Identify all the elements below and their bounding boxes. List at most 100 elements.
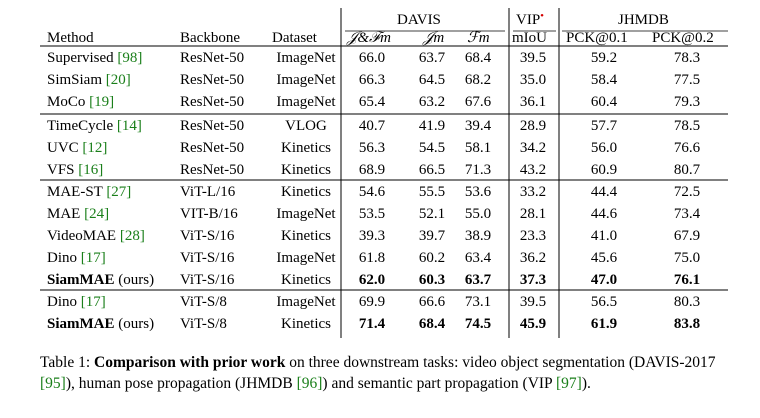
- jf-cell: 40.7: [358, 118, 386, 134]
- f-cell: 73.1: [464, 294, 492, 310]
- jf-cell: 65.4: [358, 94, 386, 110]
- method-name: Dino: [47, 294, 77, 310]
- miou-cell: 45.9: [519, 316, 547, 332]
- group-vip-label: VIP: [516, 12, 541, 28]
- jf-cell: 39.3: [358, 228, 386, 244]
- method-cell: Dino [17]: [47, 249, 106, 267]
- pck2-cell: 76.6: [673, 140, 701, 156]
- col-miou: mIoU: [512, 30, 547, 46]
- method-cell: MAE-ST [27]: [47, 183, 131, 201]
- pck1-cell: 45.6: [590, 250, 618, 266]
- f-cell: 74.5: [464, 316, 492, 332]
- vip-marker-dot: •: [540, 10, 545, 22]
- col-method: Method: [47, 30, 94, 46]
- citation-link[interactable]: [98]: [117, 50, 143, 66]
- col-dataset: Dataset: [272, 30, 317, 46]
- f-cell: 39.4: [464, 118, 492, 134]
- ours-tag: (ours): [118, 272, 155, 288]
- method-cell: VideoMAE [28]: [47, 227, 145, 245]
- jf-cell: 62.0: [358, 272, 386, 288]
- pck2-cell: 80.7: [673, 162, 701, 178]
- citation-link[interactable]: [17]: [80, 250, 106, 266]
- pck2-cell: 75.0: [673, 250, 701, 266]
- miou-cell: 23.3: [519, 228, 547, 244]
- miou-cell: 36.2: [519, 250, 547, 266]
- caption-ref-3[interactable]: [97]: [555, 375, 582, 392]
- method-cell: SiamMAE (ours): [47, 315, 154, 333]
- dataset-cell: ImageNet: [276, 206, 336, 222]
- method-cell: SiamMAE (ours): [47, 271, 154, 289]
- backbone-cell: ViT-S/16: [180, 250, 235, 266]
- citation-link[interactable]: [24]: [84, 206, 110, 222]
- method-cell: VFS [16]: [47, 161, 103, 179]
- pck2-cell: 76.1: [673, 272, 701, 288]
- j-cell: 64.5: [418, 72, 446, 88]
- ours-tag: (ours): [118, 316, 155, 332]
- jf-cell: 54.6: [358, 184, 386, 200]
- dataset-cell: ImageNet: [276, 72, 336, 88]
- method-cell: TimeCycle [14]: [47, 117, 142, 135]
- miou-cell: 43.2: [519, 162, 547, 178]
- method-cell: Dino [17]: [47, 293, 106, 311]
- j-cell: 63.2: [418, 94, 446, 110]
- caption-text-2: ), human pose propagation (JHMDB: [65, 375, 293, 392]
- dataset-cell: ImageNet: [276, 50, 336, 66]
- dataset-cell: ImageNet: [276, 250, 336, 266]
- pck1-cell: 60.9: [590, 162, 618, 178]
- jf-cell: 66.0: [358, 50, 386, 66]
- method-name: MAE: [47, 206, 81, 222]
- pck1-cell: 41.0: [590, 228, 618, 244]
- f-cell: 63.4: [464, 250, 492, 266]
- pck1-cell: 58.4: [590, 72, 618, 88]
- caption-ref-2[interactable]: [96]: [296, 375, 323, 392]
- backbone-cell: ViT-L/16: [180, 184, 236, 200]
- pck2-cell: 78.3: [673, 50, 701, 66]
- miou-cell: 37.3: [519, 272, 547, 288]
- dataset-cell: Kinetics: [281, 272, 331, 288]
- miou-cell: 39.5: [519, 294, 547, 310]
- citation-link[interactable]: [16]: [78, 162, 104, 178]
- miou-cell: 36.1: [519, 94, 547, 110]
- citation-link[interactable]: [27]: [106, 184, 132, 200]
- dataset-cell: ImageNet: [276, 94, 336, 110]
- table-caption: Table 1: Comparison with prior work on t…: [40, 352, 745, 394]
- dataset-cell: Kinetics: [281, 162, 331, 178]
- j-cell: 60.3: [418, 272, 446, 288]
- citation-link[interactable]: [19]: [89, 94, 115, 110]
- pck1-cell: 56.0: [590, 140, 618, 156]
- col-j: 𝒥m: [423, 30, 445, 46]
- dataset-cell: VLOG: [285, 118, 327, 134]
- dataset-cell: Kinetics: [281, 184, 331, 200]
- citation-link[interactable]: [12]: [82, 140, 108, 156]
- method-name: SimSiam: [47, 72, 103, 88]
- f-cell: 53.6: [464, 184, 492, 200]
- miou-cell: 33.2: [519, 184, 547, 200]
- group-vip: VIP•: [516, 10, 545, 30]
- caption-bold: Comparison with prior work: [94, 354, 286, 371]
- pck1-cell: 59.2: [590, 50, 618, 66]
- backbone-cell: ResNet-50: [180, 94, 245, 110]
- citation-link[interactable]: [20]: [105, 72, 131, 88]
- method-name: TimeCycle: [47, 118, 114, 134]
- miou-cell: 34.2: [519, 140, 547, 156]
- jf-cell: 56.3: [358, 140, 386, 156]
- f-cell: 38.9: [464, 228, 492, 244]
- group-jhmdb: JHMDB: [618, 12, 669, 28]
- col-jf: 𝒥&ℱm: [347, 30, 391, 46]
- backbone-cell: ResNet-50: [180, 72, 245, 88]
- pck1-cell: 44.6: [590, 206, 618, 222]
- citation-link[interactable]: [14]: [116, 118, 142, 134]
- pck2-cell: 78.5: [673, 118, 701, 134]
- backbone-cell: ViT-S/16: [180, 272, 235, 288]
- backbone-cell: ResNet-50: [180, 140, 245, 156]
- j-cell: 68.4: [418, 316, 446, 332]
- citation-link[interactable]: [17]: [80, 294, 106, 310]
- citation-link[interactable]: [28]: [119, 228, 145, 244]
- caption-ref-1[interactable]: [95]: [40, 375, 66, 392]
- miou-cell: 28.1: [519, 206, 547, 222]
- j-cell: 54.5: [418, 140, 446, 156]
- col-f: ℱm: [467, 30, 490, 46]
- f-cell: 55.0: [464, 206, 492, 222]
- method-name: SiamMAE: [47, 272, 115, 288]
- f-cell: 63.7: [464, 272, 492, 288]
